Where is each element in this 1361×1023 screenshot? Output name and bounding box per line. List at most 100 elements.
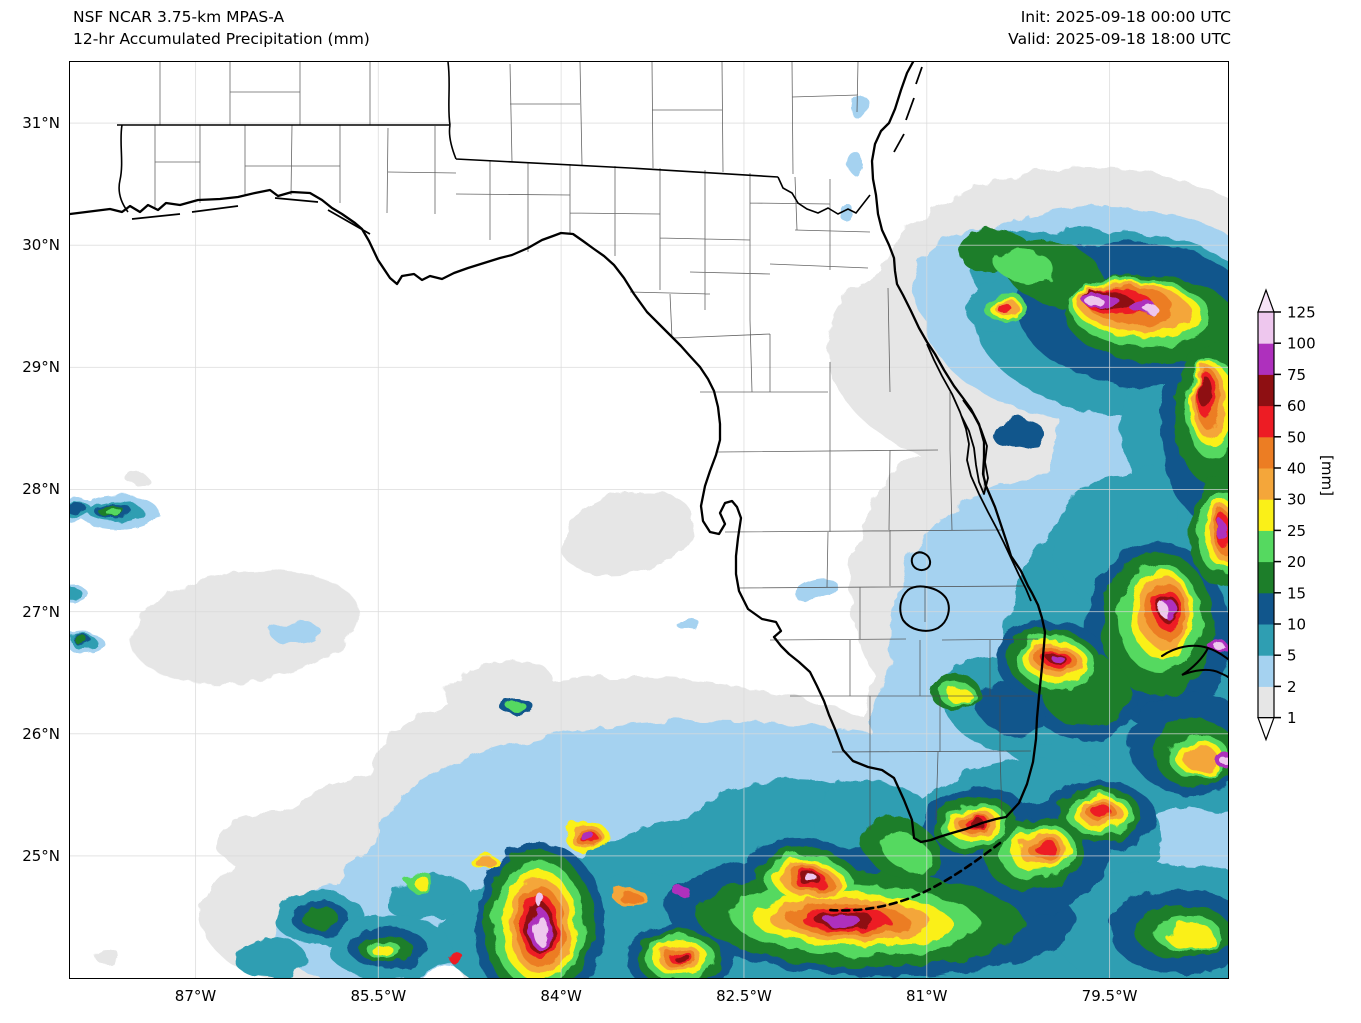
colorbar-segment xyxy=(1258,624,1274,656)
colorbar-tick-label: 10 xyxy=(1287,616,1306,634)
precip-cell xyxy=(130,570,360,684)
colorbar-segment xyxy=(1258,374,1274,407)
colorbar-segment xyxy=(1258,561,1274,594)
state-borders xyxy=(117,62,871,215)
lon-tick-label: 85.5°W xyxy=(350,987,407,1005)
precip-cell xyxy=(839,203,853,221)
precip-cell xyxy=(581,832,595,842)
colorbar-segment xyxy=(1258,312,1274,344)
lat-tick-label: 29°N xyxy=(22,358,60,377)
map-panel xyxy=(70,62,1228,978)
figure-title: NSF NCAR 3.75-km MPAS-A 12-hr Accumulate… xyxy=(73,6,370,50)
lon-tick-label: 84°W xyxy=(540,987,582,1005)
precip-cell xyxy=(824,912,860,928)
colorbar-tick-label: 1 xyxy=(1287,709,1297,727)
precip-cell xyxy=(947,687,971,703)
precip-cell xyxy=(1166,923,1214,949)
precip-cell xyxy=(1184,746,1218,772)
colorbar-segment xyxy=(1258,530,1274,563)
colorbar-segment xyxy=(1258,686,1274,719)
precip-cell xyxy=(806,875,818,883)
colorbar-over-arrow xyxy=(1257,288,1275,313)
lon-tick-label: 81°W xyxy=(906,987,948,1005)
precip-cell xyxy=(447,952,463,962)
lat-tick-label: 30°N xyxy=(22,236,60,255)
colorbar-tick-label: 30 xyxy=(1287,491,1306,509)
precip-cell xyxy=(998,304,1012,314)
graticule-gridlines xyxy=(70,62,1228,978)
precip-cell xyxy=(1217,521,1227,541)
florida-keys xyxy=(828,841,1002,912)
precip-cell xyxy=(1220,757,1228,765)
precip-cell xyxy=(70,589,83,599)
colorbar-segment xyxy=(1258,436,1274,469)
precip-cell xyxy=(1091,805,1111,817)
precip-cell xyxy=(881,832,931,872)
product-name: 12-hr Accumulated Precipitation (mm) xyxy=(73,30,370,48)
lat-tick-label: 25°N xyxy=(22,846,60,865)
colorbar-segment xyxy=(1258,343,1274,375)
colorbar-segment xyxy=(1258,499,1274,531)
precip-cell xyxy=(1198,376,1212,408)
precipitation-layer xyxy=(70,94,1228,978)
precip-cell xyxy=(476,857,496,869)
colorbar-tick-label: 15 xyxy=(1287,584,1306,602)
precip-cell xyxy=(413,878,431,888)
precip-cell xyxy=(70,503,87,515)
precip-cell xyxy=(620,891,642,905)
precip-cell xyxy=(126,473,148,485)
precip-cell xyxy=(674,953,690,963)
precip-cell xyxy=(94,949,120,963)
precip-cell xyxy=(301,907,339,929)
precip-cell xyxy=(386,876,470,920)
colorbar-tick-label: 100 xyxy=(1287,335,1316,353)
precip-cell xyxy=(1143,304,1157,312)
colorbar-segment xyxy=(1258,405,1274,438)
precip-cell xyxy=(676,618,700,630)
colorbar-tick-label: 50 xyxy=(1287,428,1306,446)
colorbar-segment xyxy=(1258,655,1274,687)
run-times: Init: 2025-09-18 00:00 UTC Valid: 2025-0… xyxy=(1008,6,1231,50)
colorbar-segment xyxy=(1258,592,1274,625)
bahamas-coastline xyxy=(1161,644,1228,678)
lat-tick-label: 28°N xyxy=(22,480,60,499)
precip-cell xyxy=(851,94,869,120)
precip-cell xyxy=(1214,642,1224,650)
precip-cell xyxy=(674,886,690,898)
precip-cell xyxy=(269,620,321,644)
colorbar-tick-label: 75 xyxy=(1287,366,1306,384)
precip-cell xyxy=(793,577,837,601)
lat-tick-label: 31°N xyxy=(22,114,60,133)
init-time: Init: 2025-09-18 00:00 UTC xyxy=(1020,8,1231,26)
coastline xyxy=(70,62,1047,844)
colorbar-tick-label: 40 xyxy=(1287,460,1306,478)
lon-tick-label: 87°W xyxy=(174,987,217,1005)
lake-okeechobee xyxy=(899,551,950,632)
model-name: NSF NCAR 3.75-km MPAS-A xyxy=(73,8,285,26)
precip-cell xyxy=(1160,603,1168,617)
colorbar-tick-label: 20 xyxy=(1287,553,1306,571)
lon-tick-label: 79.5°W xyxy=(1081,987,1138,1005)
colorbar-under-arrow xyxy=(1257,717,1275,742)
precip-cell xyxy=(995,249,1055,285)
precip-cell xyxy=(507,702,527,712)
lat-tick-label: 27°N xyxy=(22,602,60,621)
precip-cell xyxy=(74,636,88,644)
precip-cell xyxy=(534,915,546,945)
colorbar-segment xyxy=(1258,468,1274,500)
precip-cell xyxy=(992,418,1044,450)
precip-cell xyxy=(107,509,123,517)
precip-cell xyxy=(536,893,544,907)
colorbar-tick-label: 60 xyxy=(1287,397,1306,415)
colorbar-units-label: [mm] xyxy=(1318,455,1336,496)
geography-layer xyxy=(70,62,1228,978)
colorbar-tick-label: 5 xyxy=(1287,647,1297,665)
lon-tick-label: 82.5°W xyxy=(716,987,772,1005)
precip-cell xyxy=(561,491,695,577)
precip-cell xyxy=(234,937,306,978)
lat-tick-label: 26°N xyxy=(22,724,60,743)
colorbar-tick-label: 25 xyxy=(1287,522,1306,540)
precip-cell xyxy=(1051,654,1063,662)
